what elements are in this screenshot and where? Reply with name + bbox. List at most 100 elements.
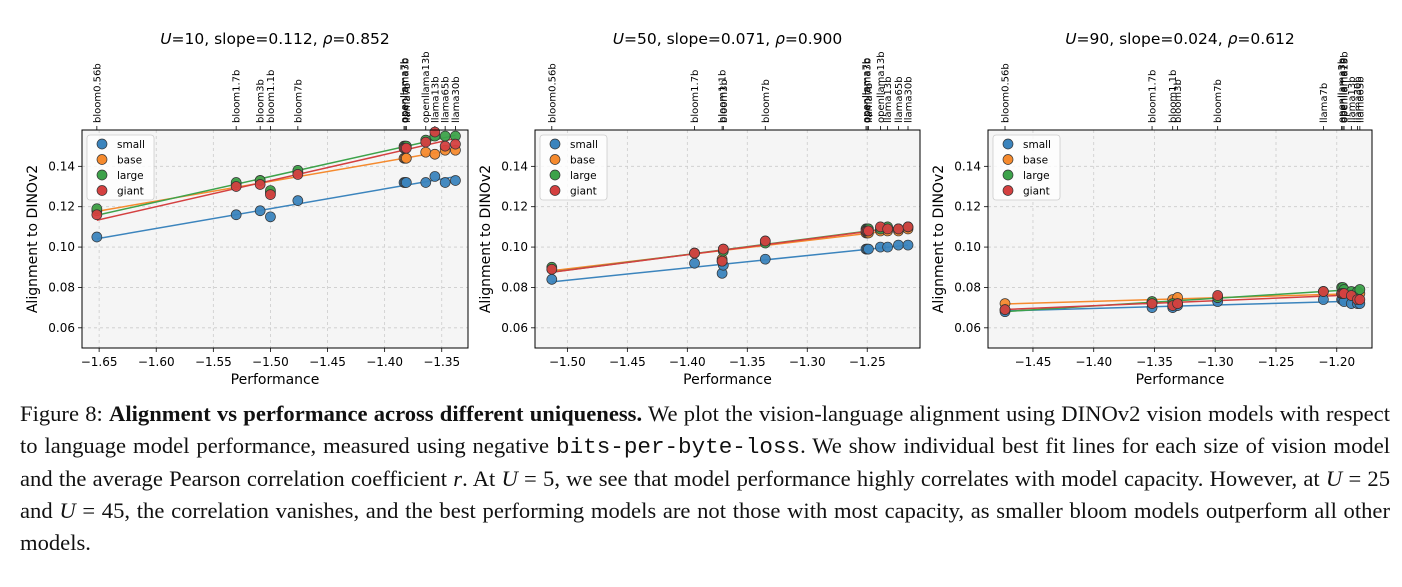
caption-text-1: We plot the vision-language alignment us… [20, 401, 1390, 458]
title-main: =90, slope=0.024, [1077, 30, 1228, 48]
x-tick-label: −1.55 [195, 355, 232, 369]
x-tick-label: −1.35 [423, 355, 460, 369]
data-point-giant [882, 223, 893, 235]
data-point-giant [429, 126, 441, 138]
data-point-giant [689, 247, 700, 259]
caption-eq-1: = 5 [517, 466, 555, 491]
model-label: bloom3b [256, 79, 267, 123]
y-tick-label: 0.14 [954, 159, 981, 173]
fit-line-giant [551, 225, 909, 273]
data-point-giant [716, 255, 728, 267]
model-label: llama65b [1355, 76, 1366, 123]
legend-marker-small [549, 138, 561, 150]
data-point-base [429, 148, 441, 160]
data-point-giant [902, 221, 914, 233]
legend-marker-large [1002, 169, 1014, 181]
legend-marker-small [1002, 138, 1014, 150]
model-label: llama30b [904, 76, 915, 123]
data-point-giant [292, 169, 304, 180]
y-tick-label: 0.14 [501, 159, 528, 173]
data-point-giant [91, 209, 103, 221]
model-label: bloom1.1b [718, 70, 729, 123]
axes-frame [81, 129, 469, 349]
model-label: bloom1.7b [232, 70, 243, 123]
figure-caption: Figure 8: Alignment vs performance acros… [20, 398, 1390, 559]
model-label: llama7b [864, 83, 875, 123]
data-point-small [893, 239, 904, 251]
model-label: llama7b [402, 83, 413, 123]
y-tick-label: 0.06 [48, 321, 75, 335]
data-point-small [759, 253, 771, 265]
model-label: openllama13b [421, 51, 432, 123]
model-label: bloom7b [761, 79, 772, 123]
legend-box [539, 134, 608, 201]
caption-u-symbol-3: U [59, 498, 76, 523]
title-rho-symbol: ρ [323, 30, 333, 48]
data-point-base [400, 152, 412, 164]
y-axis-label: Alignment to DINOv2 [478, 165, 494, 313]
fit-line-small [96, 175, 456, 240]
data-point-giant [400, 142, 412, 154]
model-label: openllama7b [862, 58, 873, 123]
model-label: openllama7b [1338, 58, 1349, 123]
chart-title: U=90, slope=0.024, ρ=0.612 [1065, 30, 1295, 48]
data-point-giant [1172, 298, 1183, 309]
legend-label-giant: giant [117, 186, 144, 198]
x-tick-label: −1.20 [1318, 355, 1355, 369]
legend-label-large: large [117, 170, 144, 182]
axes-frame [534, 129, 921, 349]
model-label: llama13b [1347, 76, 1358, 123]
data-point-small [863, 243, 874, 255]
data-point-large [1354, 284, 1366, 295]
chart-title: U=10, slope=0.112, ρ=0.852 [160, 30, 390, 48]
model-label: openllama3b [1337, 58, 1348, 123]
chart-panel-1: bloom0.56b bloom1.7b bloom3b bloom1.1b bloom… [25, 30, 469, 388]
model-label: bloom1.1b [266, 70, 277, 123]
model-label: bloom1.7b [1148, 70, 1159, 123]
title-var: U [613, 30, 625, 48]
legend-marker-large [96, 169, 108, 181]
data-point-giant [254, 179, 266, 190]
x-tick-label: −1.50 [549, 355, 586, 369]
y-tick-label: 0.10 [48, 240, 75, 254]
title-rho-symbol: ρ [1228, 30, 1238, 48]
y-tick-label: 0.12 [48, 200, 75, 214]
x-tick-label: −1.30 [1197, 355, 1234, 369]
legend: small base large giant [539, 134, 608, 201]
fit-line-large [96, 134, 456, 216]
y-tick-label: 0.14 [48, 159, 75, 173]
legend: small base large giant [992, 134, 1061, 201]
model-label: llama65b [894, 76, 905, 123]
model-label: llama7b [1319, 83, 1330, 123]
data-point-small [400, 177, 412, 188]
y-tick-label: 0.08 [48, 280, 75, 294]
title-rho-value: =0.852 [332, 30, 389, 48]
model-label: llama30b [1353, 76, 1364, 123]
figure-chart-area: bloom0.56b bloom1.7b bloom3b bloom1.1b bloom… [25, 30, 1373, 388]
caption-label: Figure 8: [20, 401, 110, 426]
data-point-giant [1212, 290, 1224, 301]
title-var: U [1065, 30, 1077, 48]
x-tick-label: −1.25 [1258, 355, 1295, 369]
data-point-base [420, 146, 432, 158]
y-axis-label: Alignment to DINOv2 [25, 165, 41, 313]
data-point-giant [893, 223, 904, 235]
model-label: bloom0.56b [1001, 63, 1012, 123]
fit-line-giant [96, 137, 456, 221]
x-tick-label: −1.45 [309, 355, 346, 369]
y-tick-label: 0.06 [501, 321, 528, 335]
legend-marker-small [96, 138, 108, 150]
x-tick-label: −1.45 [609, 355, 646, 369]
data-point-giant [1146, 298, 1158, 309]
data-point-giant [717, 243, 729, 255]
data-point-small [91, 231, 103, 243]
legend-label-base: base [1023, 155, 1048, 167]
y-tick-label: 0.06 [954, 321, 981, 335]
y-tick-label: 0.12 [501, 200, 528, 214]
data-point-small [689, 257, 700, 269]
y-tick-label: 0.10 [954, 240, 981, 254]
caption-u-symbol-1: U [501, 466, 518, 491]
data-point-small [292, 195, 304, 206]
model-label: bloom0.56b [547, 63, 558, 123]
legend-marker-giant [1002, 185, 1014, 196]
